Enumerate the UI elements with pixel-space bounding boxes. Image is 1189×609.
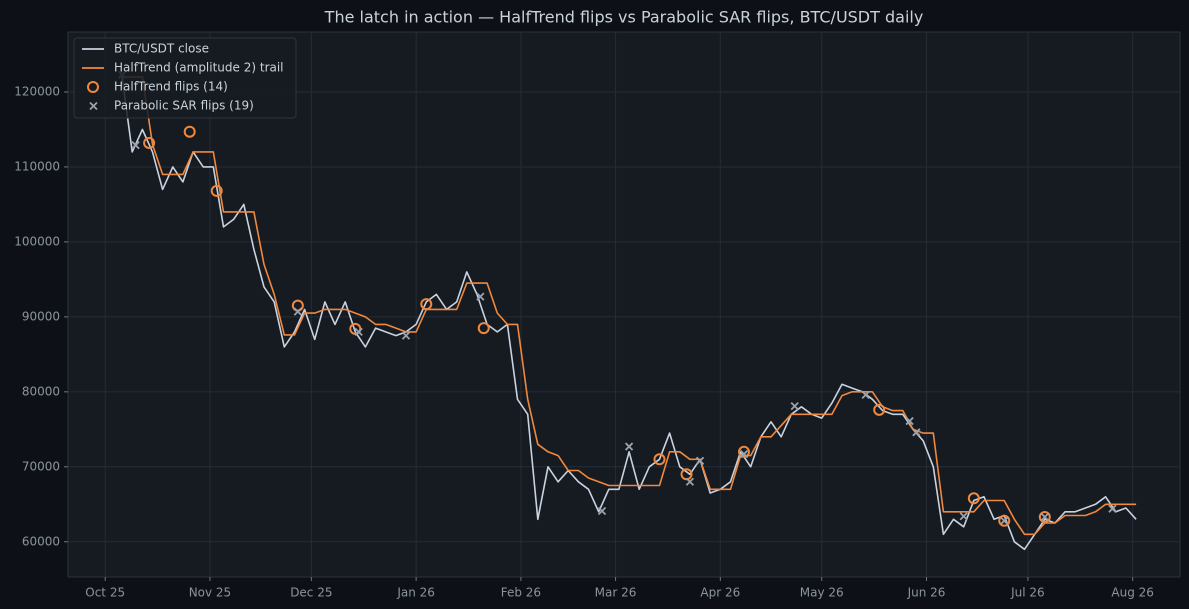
x-tick-label: Dec 25 xyxy=(290,586,332,600)
line xyxy=(122,76,1137,536)
flip-marker xyxy=(739,449,749,459)
x-tick-label: Jul 26 xyxy=(1010,586,1045,600)
flip-marker xyxy=(597,506,607,516)
x-tick-label: Jun 26 xyxy=(907,586,946,600)
flip-marker xyxy=(653,453,666,466)
marks xyxy=(117,70,1137,551)
flip-marker xyxy=(1038,511,1051,524)
legend-label: Parabolic SAR flips (19) xyxy=(114,99,254,113)
flip-marker xyxy=(790,401,799,411)
flip-marker xyxy=(131,141,140,150)
flip-marker xyxy=(912,428,921,437)
flip-marker xyxy=(624,442,634,451)
x-tick-label: Apr 26 xyxy=(700,586,740,600)
legend-box xyxy=(73,37,297,119)
chart-title: The latch in action — HalfTrend flips vs… xyxy=(324,8,924,27)
flip-marker xyxy=(967,492,980,505)
flip-marker xyxy=(293,307,302,316)
flip-marker xyxy=(861,390,870,399)
y-tick-label: 110000 xyxy=(14,159,60,173)
flip-marker xyxy=(905,416,914,426)
flip-marker xyxy=(477,322,490,335)
legend-label: HalfTrend (amplitude 2) trail xyxy=(114,61,284,75)
flip-marker xyxy=(1000,516,1009,525)
line xyxy=(121,76,1137,551)
flip-marker xyxy=(354,327,363,336)
y-tick-label: 100000 xyxy=(14,234,60,248)
legend-label: HalfTrend flips (14) xyxy=(114,80,228,94)
y-tick-label: 60000 xyxy=(22,534,60,548)
y-tick-label: 90000 xyxy=(22,309,60,323)
y-tick-label: 70000 xyxy=(22,459,60,473)
x-tick-label: May 26 xyxy=(800,586,844,600)
flip-marker xyxy=(349,322,362,335)
flip-marker xyxy=(210,184,223,197)
flip-marker xyxy=(959,512,968,521)
flip-marker xyxy=(685,477,695,486)
y-tick-label: 80000 xyxy=(22,384,60,398)
legend-swatch xyxy=(89,101,98,111)
flip-marker xyxy=(998,514,1011,527)
flip-marker xyxy=(737,445,750,458)
flip-marker xyxy=(873,403,886,416)
x-tick-label: Oct 25 xyxy=(85,586,125,600)
flip-marker xyxy=(401,331,411,340)
flip-marker xyxy=(183,125,196,138)
flip-marker xyxy=(420,298,433,311)
legend-label: BTC/USDT close xyxy=(114,42,209,56)
x-tick-label: Nov 25 xyxy=(189,586,232,600)
x-tick-label: Feb 26 xyxy=(501,586,541,600)
flip-marker xyxy=(143,136,156,149)
legend-swatch xyxy=(87,81,99,93)
flip-marker xyxy=(1040,512,1049,522)
flip-marker xyxy=(695,456,705,465)
x-tick-label: Aug 26 xyxy=(1111,586,1154,600)
legend: BTC/USDT close HalfTrend (amplitude 2) tr… xyxy=(73,37,297,119)
grid: 60000 70000 80000 90000 100000 110000 120000 Oc… xyxy=(14,32,1180,600)
x-tick-label: Jan 26 xyxy=(396,586,435,600)
x-tick-label: Mar 26 xyxy=(595,586,637,600)
y-tick-label: 120000 xyxy=(14,84,60,98)
flip-marker xyxy=(476,292,485,301)
flip-marker xyxy=(1108,504,1117,513)
